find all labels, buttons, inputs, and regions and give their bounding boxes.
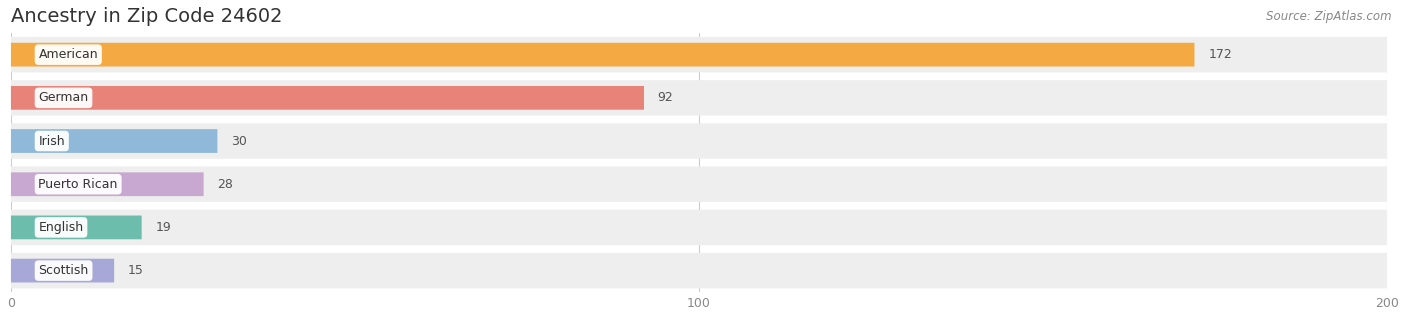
Text: Source: ZipAtlas.com: Source: ZipAtlas.com [1267,10,1392,23]
FancyBboxPatch shape [11,43,1195,67]
Text: 172: 172 [1208,48,1232,61]
Text: Irish: Irish [38,134,65,147]
FancyBboxPatch shape [11,172,204,196]
Text: Puerto Rican: Puerto Rican [38,178,118,191]
FancyBboxPatch shape [11,210,1388,245]
Text: American: American [38,48,98,61]
Text: 30: 30 [231,134,247,147]
Text: Scottish: Scottish [38,264,89,277]
FancyBboxPatch shape [11,166,1388,202]
FancyBboxPatch shape [11,216,142,239]
Text: 15: 15 [128,264,143,277]
Text: 28: 28 [218,178,233,191]
FancyBboxPatch shape [11,129,218,153]
Text: Ancestry in Zip Code 24602: Ancestry in Zip Code 24602 [11,7,283,26]
FancyBboxPatch shape [11,80,1388,116]
Text: 19: 19 [156,221,172,234]
FancyBboxPatch shape [11,37,1388,72]
FancyBboxPatch shape [11,259,114,282]
Text: German: German [38,91,89,104]
Text: English: English [38,221,83,234]
FancyBboxPatch shape [11,253,1388,288]
FancyBboxPatch shape [11,123,1388,159]
Text: 92: 92 [658,91,673,104]
FancyBboxPatch shape [11,86,644,110]
